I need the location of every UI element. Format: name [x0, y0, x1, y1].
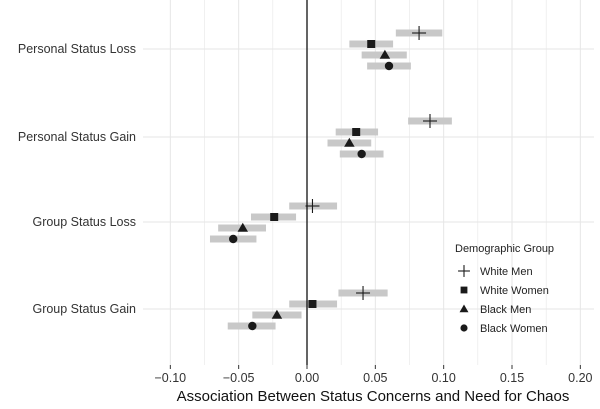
x-tick-label-0: −0.10	[155, 371, 187, 385]
legend-marker-black-men	[459, 304, 469, 313]
point-black-women-3	[248, 321, 257, 331]
point-black-men-0	[379, 49, 391, 59]
category-label-2: Group Status Loss	[32, 215, 136, 229]
legend-marker-black-women	[460, 324, 468, 332]
point-white-men-1	[423, 114, 437, 128]
x-tick-label-3: 0.05	[363, 371, 387, 385]
point-black-women-1	[357, 149, 366, 159]
x-tick-label-4: 0.10	[431, 371, 455, 385]
category-label-1: Personal Status Gain	[18, 130, 136, 144]
point-white-men-0	[412, 26, 427, 40]
marker-layer	[229, 26, 437, 331]
x-tick-label-2: 0.00	[295, 371, 319, 385]
x-tick-label-5: 0.15	[500, 371, 524, 385]
point-white-women-0	[367, 40, 376, 48]
legend: Demographic Group White Men White Women Bla…	[455, 243, 554, 335]
x-tick-label-1: −0.05	[223, 371, 255, 385]
plot-panel	[143, 0, 594, 365]
legend-title: Demographic Group	[455, 243, 554, 255]
legend-label-black-women: Black Women	[480, 323, 548, 335]
point-white-men-3	[356, 286, 371, 300]
grid-layer	[143, 0, 594, 365]
legend-label-white-men: White Men	[480, 266, 533, 278]
legend-marker-white-women	[460, 286, 468, 294]
category-label-0: Personal Status Loss	[18, 42, 136, 56]
x-axis-title: Association Between Status Concerns and …	[177, 388, 570, 405]
point-white-women-2	[270, 213, 279, 221]
point-black-women-2	[229, 234, 238, 244]
point-white-women-1	[352, 128, 361, 136]
legend-marker-white-men	[458, 265, 470, 277]
point-black-women-0	[384, 61, 394, 71]
label-layer: Personal Status Loss Personal Status Gain…	[18, 42, 593, 385]
point-white-men-2	[305, 199, 320, 213]
x-tick-label-6: 0.20	[568, 371, 592, 385]
point-black-men-3	[271, 309, 283, 319]
point-white-women-3	[308, 300, 317, 308]
point-black-men-2	[237, 222, 249, 232]
category-label-3: Group Status Gain	[32, 302, 136, 316]
legend-label-black-men: Black Men	[480, 304, 531, 316]
legend-label-white-women: White Women	[480, 285, 549, 297]
point-black-men-1	[344, 137, 355, 147]
